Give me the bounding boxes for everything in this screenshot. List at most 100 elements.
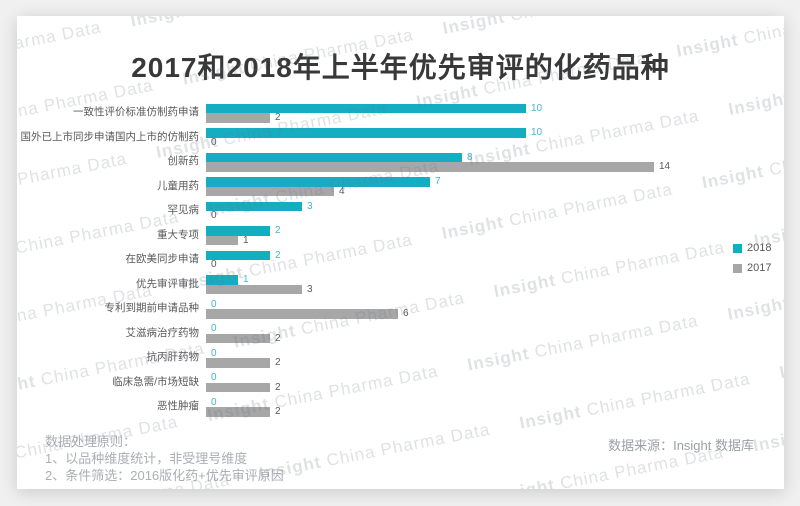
value-label-2017: 2 — [275, 406, 281, 417]
chart-row: 儿童用药 7 4 — [17, 175, 717, 200]
data-source-label: 数据来源：Insight 数据库 — [608, 438, 754, 453]
bar-line-2017: 2 — [206, 332, 717, 344]
value-label-2018: 3 — [307, 200, 313, 212]
watermark-text: Insight China Pharma Data — [257, 419, 492, 484]
value-label-2017: 1 — [243, 234, 249, 246]
category-label: 临床急需/市场短缺 — [112, 375, 199, 388]
bar-2018 — [206, 128, 526, 138]
watermark-text: Insight China Pharma Data — [129, 16, 363, 31]
bar-2018 — [206, 177, 430, 187]
bar-2017 — [206, 235, 238, 246]
category-label: 在欧美同步申请 — [125, 253, 200, 266]
bar-2017 — [206, 358, 270, 368]
category-label: 儿童用药 — [157, 179, 199, 192]
chart-title: 2017和2018年上半年优先审评的化药品种 — [131, 52, 670, 83]
category-label: 艾滋病治疗药物 — [125, 326, 200, 339]
legend-label: 2018 — [747, 242, 772, 254]
bar-line-2018: 2 — [206, 226, 717, 236]
legend-label: 2017 — [747, 262, 772, 274]
bar-line-2017: 0 — [206, 260, 717, 270]
value-label-2018: 0 — [211, 396, 217, 408]
bar-line-2018: 8 — [206, 151, 717, 163]
chart-row: 恶性肿瘤 0 2 — [17, 395, 717, 420]
bar-line-2018: 3 — [206, 200, 717, 212]
bar-line-2018: 0 — [206, 347, 717, 359]
footnote: 数据处理原则： 1、以品种维度统计，非受理号维度 2、条件筛选：2016版化药+… — [45, 433, 284, 484]
bar-line-2018: 7 — [206, 177, 717, 187]
chart-row: 优先审评审批 1 3 — [17, 273, 717, 298]
value-label-2018: 2 — [275, 225, 281, 236]
value-label-2017: 2 — [275, 112, 281, 123]
bar-line-2018: 0 — [206, 373, 717, 383]
bar-2018 — [206, 250, 270, 261]
value-label-2017: 2 — [275, 381, 281, 393]
bar-2017 — [206, 407, 270, 417]
value-label-2017: 0 — [211, 210, 217, 221]
bar-line-2018: 10 — [206, 102, 717, 114]
category-label: 优先审评审批 — [136, 277, 199, 290]
bar-2018 — [206, 275, 238, 285]
category-label: 专利到期前申请品种 — [104, 302, 200, 315]
chart-row: 艾滋病治疗药物 0 2 — [17, 322, 717, 347]
category-bars: 10 2 — [206, 102, 717, 123]
watermark-text: Insight China Pharma Data — [778, 351, 784, 383]
value-label-2017: 3 — [307, 283, 313, 295]
bar-chart-plot-area: 一致性评价标准仿制药申请 10 2 国外已上市同步申请国内上市的仿制药 10 0 创新药 8 1… — [17, 101, 717, 420]
bar-line-2017: 2 — [206, 113, 717, 123]
bar-line-2017: 0 — [206, 211, 717, 221]
chart-row: 一致性评价标准仿制药申请 10 2 — [17, 101, 717, 126]
value-label-2018: 0 — [211, 372, 217, 383]
chart-row: 临床急需/市场短缺 0 2 — [17, 371, 717, 396]
value-label-2017: 2 — [275, 357, 281, 368]
bar-line-2018: 0 — [206, 324, 717, 334]
watermark-text: Insight China Pharma Data — [751, 424, 784, 456]
category-bars: 8 14 — [206, 151, 717, 172]
bar-line-2017: 0 — [206, 136, 717, 148]
value-label-2017: 6 — [403, 308, 409, 319]
chart-row: 抗丙肝药物 0 2 — [17, 346, 717, 371]
watermark-text: Insight China Pharma Data — [441, 16, 675, 38]
chart-card: 2017和2018年上半年优先审评的化药品种 一致性评价标准仿制药申请 10 2 国外… — [17, 16, 784, 489]
category-label: 重大专项 — [157, 228, 199, 241]
value-label-2017: 2 — [275, 332, 281, 344]
bar-line-2017: 6 — [206, 309, 717, 319]
category-label: 抗丙肝药物 — [146, 351, 200, 364]
value-label-2018: 10 — [531, 102, 543, 114]
bar-line-2017: 1 — [206, 234, 717, 246]
bar-line-2018: 0 — [206, 298, 717, 310]
value-label-2018: 2 — [275, 249, 281, 261]
value-label-2018: 1 — [243, 274, 249, 285]
category-label: 恶性肿瘤 — [157, 400, 199, 413]
value-label-2018: 8 — [467, 151, 473, 163]
legend: 2018 2017 — [733, 242, 771, 274]
bar-2017 — [206, 186, 334, 197]
value-label-2017: 0 — [211, 259, 217, 270]
bar-line-2017: 3 — [206, 283, 717, 295]
chart-row: 在欧美同步申请 2 0 — [17, 248, 717, 273]
value-label-2018: 0 — [211, 298, 217, 310]
category-label: 一致性评价标准仿制药申请 — [73, 106, 199, 119]
footnote-line-2: 2、条件筛选：2016版化药+优先审评原因 — [45, 468, 284, 483]
legend-item-2018: 2018 — [733, 242, 771, 254]
value-label-2018: 0 — [211, 323, 217, 334]
bar-line-2017: 2 — [206, 358, 717, 368]
category-label: 国外已上市同步申请国内上市的仿制药 — [20, 130, 200, 143]
bar-line-2017: 2 — [206, 407, 717, 417]
value-label-2017: 0 — [211, 136, 217, 148]
value-label-2018: 0 — [211, 347, 217, 359]
bar-line-2017: 2 — [206, 381, 717, 393]
chart-row: 重大专项 2 1 — [17, 224, 717, 249]
chart-row: 专利到期前申请品种 0 6 — [17, 297, 717, 322]
bar-line-2017: 4 — [206, 186, 717, 197]
value-label-2018: 7 — [435, 176, 441, 187]
bar-2018 — [206, 201, 302, 212]
bar-2017 — [206, 284, 302, 295]
footnote-title: 数据处理原则： — [45, 434, 137, 449]
bar-2017 — [206, 113, 270, 123]
bar-2017 — [206, 382, 270, 393]
